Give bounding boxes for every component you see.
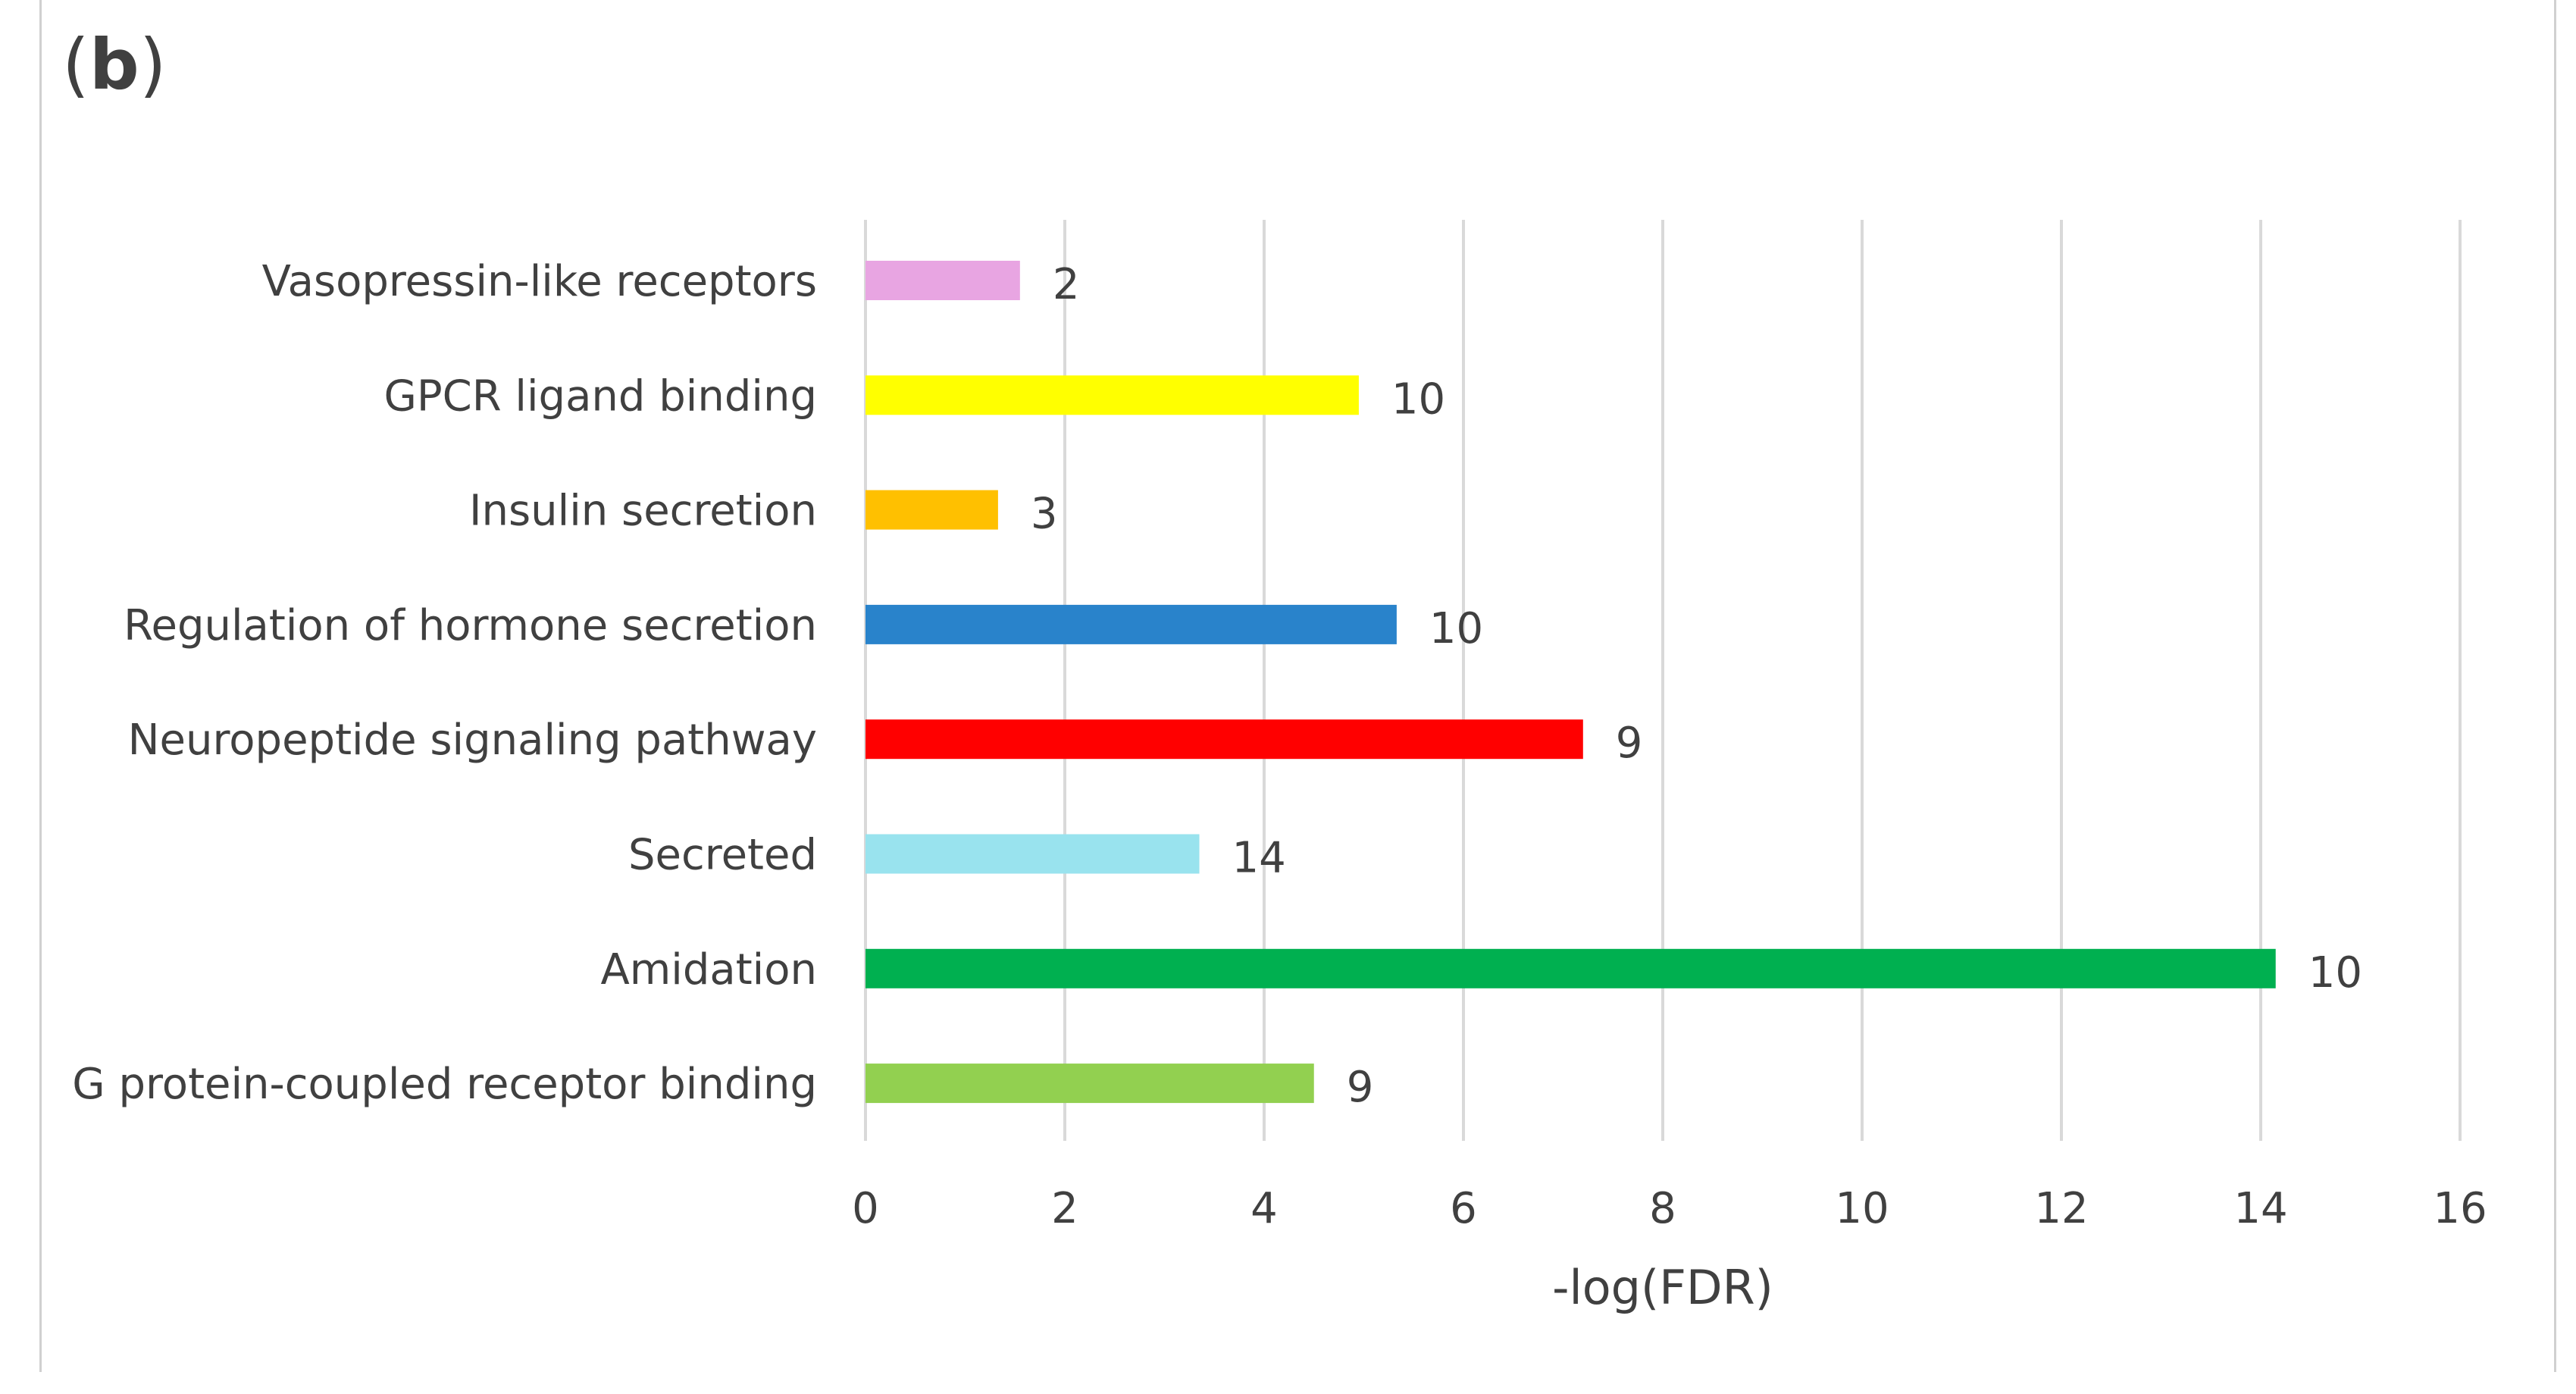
panel-label-letter: b (89, 24, 139, 105)
bar-7 (865, 948, 2276, 988)
right-border (2554, 0, 2556, 1372)
bar-3 (865, 490, 998, 530)
x-tick-label-16: 16 (2433, 1184, 2487, 1233)
data-label-8: 9 (1347, 1063, 1374, 1112)
category-label-2: GPCR ligand binding (383, 371, 817, 421)
category-label-4: Regulation of hormone secretion (124, 601, 817, 650)
data-label-7: 10 (2308, 948, 2362, 998)
data-label-1: 2 (1053, 260, 1080, 309)
panel-label: (b) (62, 30, 167, 100)
x-tick-label-10: 10 (1835, 1184, 1889, 1233)
x-tick-label-6: 6 (1450, 1184, 1477, 1233)
panel-label-open: ( (62, 24, 89, 105)
bar-1 (865, 261, 1020, 300)
category-label-8: G protein-coupled receptor binding (72, 1060, 817, 1109)
x-tick-label-12: 12 (2034, 1184, 2088, 1233)
panel-label-close: ) (139, 24, 167, 105)
x-tick-label-2: 2 (1051, 1184, 1078, 1233)
category-label-6: Secreted (628, 831, 817, 880)
data-label-4: 10 (1429, 604, 1483, 653)
x-tick-label-8: 8 (1649, 1184, 1676, 1233)
data-label-6: 14 (1232, 834, 1286, 883)
data-label-2: 10 (1391, 374, 1445, 424)
category-label-7: Amidation (600, 945, 817, 995)
bar-4 (865, 604, 1397, 644)
x-tick-label-14: 14 (2233, 1184, 2287, 1233)
bar-5 (865, 719, 1583, 760)
left-border (39, 0, 42, 1372)
x-axis-title: -log(FDR) (1552, 1260, 1773, 1315)
x-tick-label-0: 0 (852, 1184, 879, 1233)
data-label-3: 3 (1031, 490, 1058, 539)
data-label-5: 9 (1616, 719, 1643, 768)
category-label-5: Neuropeptide signaling pathway (128, 716, 817, 765)
bar-2 (865, 375, 1359, 415)
category-label-3: Insulin secretion (469, 487, 817, 536)
bar-6 (865, 834, 1200, 874)
category-label-1: Vasopressin-like receptors (262, 257, 817, 306)
x-tick-label-4: 4 (1250, 1184, 1278, 1233)
bar-8 (865, 1064, 1314, 1104)
